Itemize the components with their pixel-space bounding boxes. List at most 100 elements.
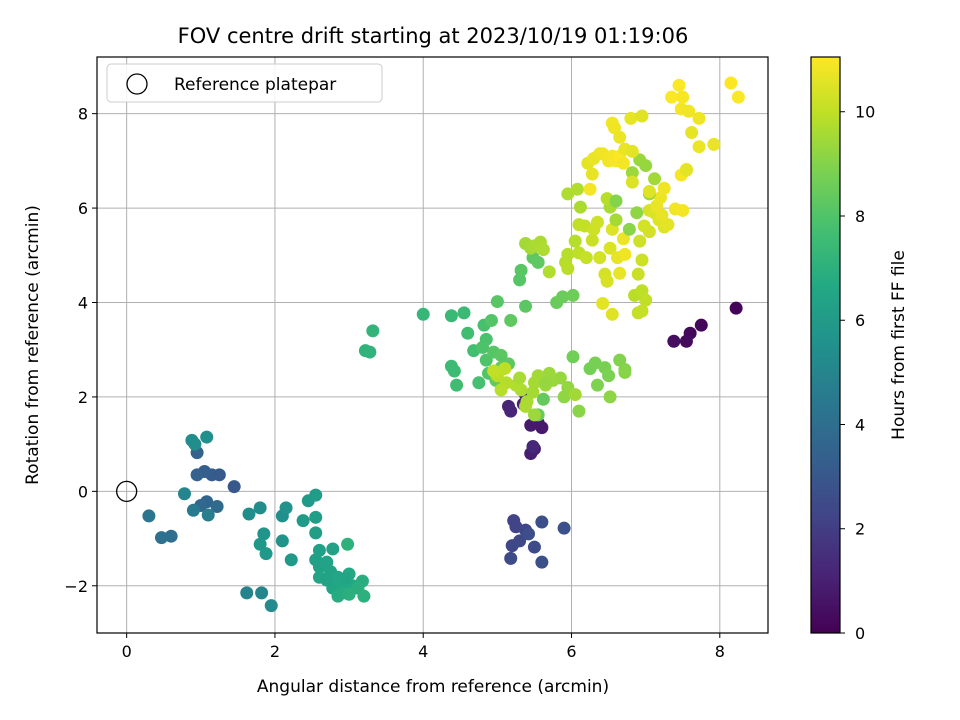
colorbar-gradient	[811, 57, 840, 633]
data-point	[164, 529, 178, 543]
data-point	[729, 301, 743, 315]
data-point	[484, 313, 498, 327]
data-point	[625, 175, 639, 189]
data-point	[450, 378, 464, 392]
data-point	[155, 531, 169, 545]
data-point	[682, 104, 696, 118]
data-point	[186, 503, 200, 517]
data-point	[692, 111, 706, 125]
data-point	[605, 307, 619, 321]
data-point	[707, 137, 721, 151]
data-point	[227, 480, 241, 494]
data-point	[142, 509, 156, 523]
data-point	[255, 586, 269, 600]
data-point	[600, 274, 614, 288]
data-point	[536, 243, 550, 257]
data-point	[573, 200, 587, 214]
data-point	[201, 508, 215, 522]
data-point	[635, 253, 649, 267]
data-point	[613, 130, 627, 144]
x-tick-label: 4	[418, 642, 428, 661]
legend-box	[106, 63, 383, 103]
data-point	[639, 293, 653, 307]
data-point	[357, 589, 371, 603]
data-point	[338, 572, 352, 586]
y-tick-label: 2	[78, 388, 88, 407]
colorbar-tick-label: 0	[855, 624, 865, 643]
data-point	[590, 378, 604, 392]
legend-marker-icon	[126, 73, 148, 95]
data-point	[657, 181, 671, 195]
data-point	[284, 553, 298, 567]
data-point	[676, 90, 690, 104]
data-point	[504, 313, 518, 327]
data-point	[514, 263, 528, 277]
reference-platepar-marker	[116, 480, 138, 503]
data-point	[616, 156, 630, 170]
y-tick-label: 4	[78, 294, 88, 313]
data-point	[257, 527, 271, 541]
data-point	[519, 299, 533, 313]
colorbar-tick-label: 10	[855, 103, 875, 122]
data-point	[568, 234, 582, 248]
data-point	[635, 304, 649, 318]
data-point	[542, 265, 556, 279]
data-point	[630, 206, 644, 220]
chart-title: FOV centre drift starting at 2023/10/19 …	[178, 24, 689, 48]
data-point	[603, 390, 617, 404]
data-point	[242, 507, 256, 521]
data-point	[504, 404, 518, 418]
data-point	[561, 187, 575, 201]
data-point	[635, 109, 649, 123]
data-point	[513, 371, 527, 385]
data-point	[694, 318, 708, 332]
data-point	[603, 241, 617, 255]
data-point	[535, 421, 549, 435]
data-point	[526, 440, 540, 454]
data-point	[416, 307, 430, 321]
data-point	[531, 255, 545, 269]
data-point	[633, 234, 647, 248]
data-point	[476, 340, 490, 354]
data-point	[309, 526, 323, 540]
data-points	[142, 76, 745, 613]
data-point	[625, 166, 639, 180]
data-point	[557, 521, 571, 535]
data-point	[536, 392, 550, 406]
data-point	[648, 172, 662, 186]
data-point	[583, 182, 597, 196]
y-tick-label: −2	[64, 577, 88, 596]
colorbar-tick-label: 8	[855, 207, 865, 226]
data-point	[613, 266, 627, 280]
colorbar-tick-label: 4	[855, 415, 865, 434]
data-point	[665, 90, 679, 104]
data-point	[568, 388, 582, 402]
data-point	[679, 163, 693, 177]
data-point	[309, 510, 323, 524]
data-point	[622, 222, 636, 236]
data-point	[579, 251, 593, 265]
data-point	[200, 430, 214, 444]
data-point	[616, 232, 630, 246]
data-point	[188, 437, 202, 451]
data-point	[566, 350, 580, 364]
data-point	[457, 306, 471, 320]
data-point	[447, 364, 461, 378]
data-point	[190, 468, 204, 482]
x-tick-label: 2	[270, 642, 280, 661]
data-point	[618, 365, 632, 379]
colorbar-tick-label: 2	[855, 520, 865, 539]
data-point	[642, 225, 656, 239]
data-point	[585, 233, 599, 247]
data-point	[490, 295, 504, 309]
data-point	[444, 309, 458, 323]
colorbar-label: Hours from first FF file	[889, 250, 909, 440]
colorbar-tick-label: 6	[855, 311, 865, 330]
data-point	[526, 385, 540, 399]
data-point	[253, 537, 267, 551]
data-point	[625, 144, 639, 158]
data-point	[363, 345, 377, 359]
data-point	[494, 383, 508, 397]
data-point	[639, 159, 653, 173]
